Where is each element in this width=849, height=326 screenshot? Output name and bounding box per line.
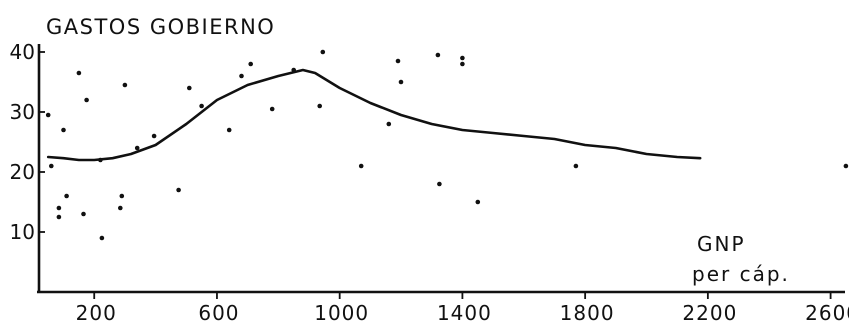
data-point [84,97,89,103]
data-point [118,205,123,211]
data-point [437,181,442,187]
data-point [291,67,297,73]
data-point [317,103,323,109]
data-point [226,127,232,133]
x-tick-label: 1400 [437,301,492,325]
data-point [435,52,441,58]
data-point [248,61,253,67]
data-point [56,205,62,211]
x-tick-label: 600 [198,301,239,325]
data-point [122,82,128,88]
data-point [56,214,62,220]
x-axis-label-line-2: per cáp. [692,262,790,286]
data-point [573,163,579,169]
data-point [395,58,401,64]
y-tick-label: 40 [10,40,35,64]
x-ticks: 200 600 1000 1400 1800 2200 2600 [76,292,849,325]
y-tick-label: 20 [10,160,35,184]
data-point [386,121,392,127]
data-point [460,61,465,67]
data-point [64,193,69,199]
data-point [239,73,244,79]
scatter-points [45,49,849,241]
data-point [398,79,404,85]
data-point [460,55,465,61]
data-point [76,70,82,76]
data-point [134,145,140,151]
x-axis-label-line-1: GNP [697,232,746,256]
data-point [843,163,849,169]
x-tick-label: 2600 [805,301,849,325]
data-point [151,133,157,139]
y-tick-label: 10 [10,220,35,244]
y-ticks: 10 20 30 40 [10,40,45,244]
x-tick-label: 1800 [560,301,615,325]
data-point [320,49,326,55]
data-point [61,127,66,133]
data-point [475,199,481,205]
axes [37,44,845,294]
data-point [199,103,204,109]
data-point [98,157,103,163]
data-point [358,163,364,169]
data-point [176,187,181,193]
trend-line [46,68,702,162]
data-point [187,85,192,91]
data-point [269,106,275,112]
x-tick-label: 2200 [682,301,737,325]
x-tick-label: 1000 [314,301,369,325]
data-point [49,163,54,169]
data-point [99,235,105,241]
data-point [81,211,86,217]
data-point [119,193,125,199]
y-tick-label: 30 [10,100,35,124]
chart-title: GASTOS GOBIERNO [46,15,275,39]
x-tick-label: 200 [76,301,117,325]
data-point [45,112,51,118]
